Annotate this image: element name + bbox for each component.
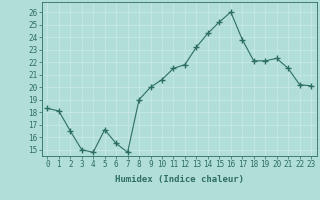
- X-axis label: Humidex (Indice chaleur): Humidex (Indice chaleur): [115, 175, 244, 184]
